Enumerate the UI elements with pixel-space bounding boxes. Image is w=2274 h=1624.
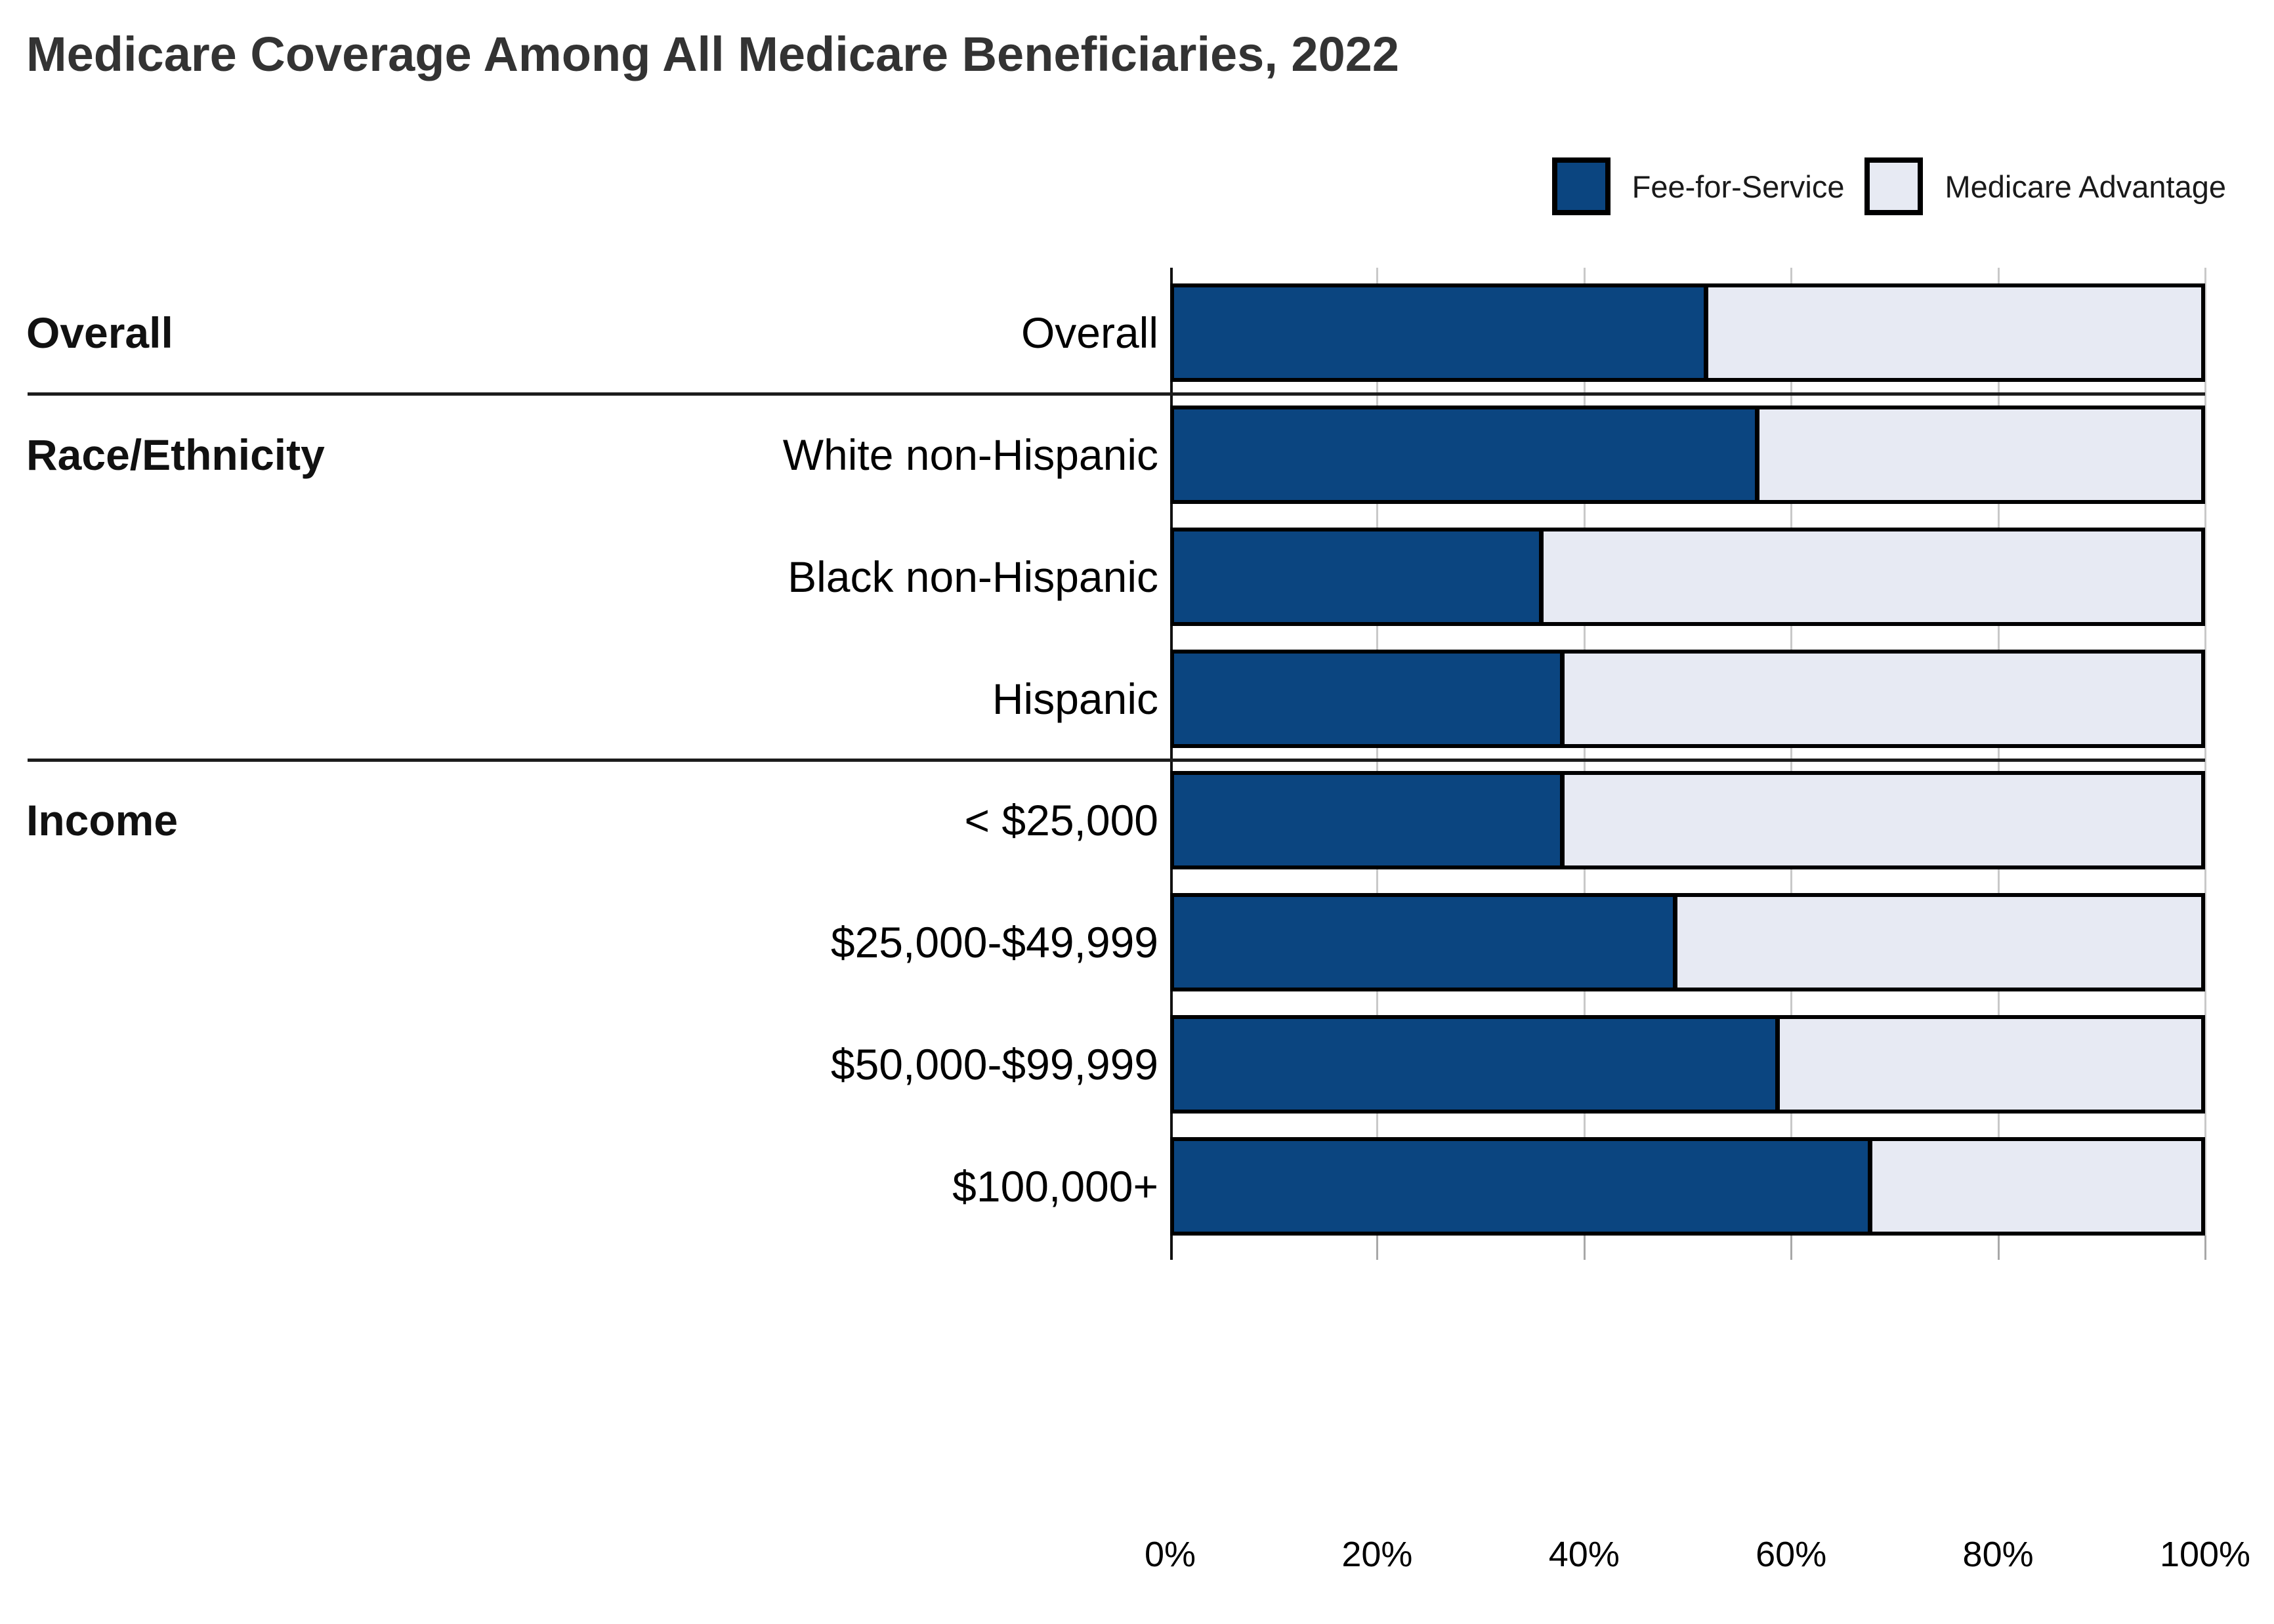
bar-segment-fee-for-service: [1174, 897, 1677, 988]
bar-segment-fee-for-service: [1174, 1141, 1873, 1232]
row-label: Overall: [1021, 308, 1158, 357]
bar-row: [1170, 528, 2205, 626]
bar-segment-fee-for-service: [1174, 654, 1565, 744]
row-label: $50,000-$99,999: [830, 1040, 1158, 1089]
bar-row: [1170, 406, 2205, 504]
legend-swatch-fee-for-service-icon: [1551, 157, 1611, 215]
legend-item-fee-for-service: Fee-for-Service: [1551, 157, 1845, 215]
x-tick-label: 20%: [1341, 1535, 1413, 1574]
bar-segment-medicare-advantage: [1677, 897, 2201, 988]
bar-segment-fee-for-service: [1174, 409, 1760, 500]
bar-segment-fee-for-service: [1174, 1019, 1780, 1110]
axis-tick: [1376, 1236, 1379, 1260]
x-tick-label: 40%: [1548, 1535, 1620, 1574]
gridline: [1376, 268, 1379, 1236]
axis-tick: [1790, 1236, 1793, 1260]
bar-segment-medicare-advantage: [1872, 1141, 2201, 1232]
axis-tick: [2204, 1236, 2206, 1260]
axis-tick: [1997, 1236, 2000, 1260]
axis-tick: [1583, 1236, 1586, 1260]
x-tick-label: 100%: [2159, 1535, 2251, 1574]
bar-row: [1170, 283, 2205, 382]
row-label: $25,000-$49,999: [830, 918, 1158, 967]
row-label: < $25,000: [964, 796, 1158, 844]
bar-segment-medicare-advantage: [1759, 409, 2201, 500]
row-label: Black non-Hispanic: [788, 552, 1158, 601]
bar-segment-medicare-advantage: [1780, 1019, 2201, 1110]
gridline: [1790, 268, 1793, 1236]
bar-segment-medicare-advantage: [1708, 287, 2201, 378]
legend-label-medicare-advantage: Medicare Advantage: [1945, 169, 2226, 204]
group-separator: [28, 759, 2205, 762]
chart-title: Medicare Coverage Among All Medicare Ben…: [26, 27, 1400, 81]
row-label: White non-Hispanic: [782, 430, 1158, 479]
plot-area: 0% 20% 40% 60% 80% 100%: [1145, 268, 2250, 1574]
group-separator: [28, 392, 2205, 396]
row-label: $100,000+: [952, 1162, 1158, 1211]
group-label: Overall: [26, 308, 173, 357]
x-tick-label: 80%: [1962, 1535, 2034, 1574]
bar-row: [1170, 771, 2205, 869]
legend-swatch-medicare-advantage-icon: [1864, 157, 1924, 215]
gridline: [2204, 268, 2206, 1236]
bar-row: [1170, 893, 2205, 991]
bar-row: [1170, 1015, 2205, 1114]
group-label: Race/Ethnicity: [26, 430, 325, 479]
bar-segment-medicare-advantage: [1564, 775, 2201, 865]
legend: Fee-for-Service Medicare Advantage: [1551, 157, 2226, 215]
bar-segment-fee-for-service: [1174, 531, 1544, 622]
bar-segment-medicare-advantage: [1564, 654, 2201, 744]
legend-label-fee-for-service: Fee-for-Service: [1632, 169, 1845, 204]
bar-row: [1170, 650, 2205, 748]
legend-item-medicare-advantage: Medicare Advantage: [1864, 157, 2226, 215]
bar-row: [1170, 1137, 2205, 1236]
x-tick-label: 0%: [1144, 1535, 1196, 1574]
bar-segment-medicare-advantage: [1544, 531, 2201, 622]
gridline: [1583, 268, 1586, 1236]
bar-segment-fee-for-service: [1174, 775, 1565, 865]
bar-segment-fee-for-service: [1174, 287, 1708, 378]
row-label: Hispanic: [992, 675, 1158, 723]
x-tick-label: 60%: [1756, 1535, 1827, 1574]
group-label: Income: [26, 796, 179, 844]
gridline: [1997, 268, 2000, 1236]
y-axis-line: [1170, 268, 1173, 1260]
